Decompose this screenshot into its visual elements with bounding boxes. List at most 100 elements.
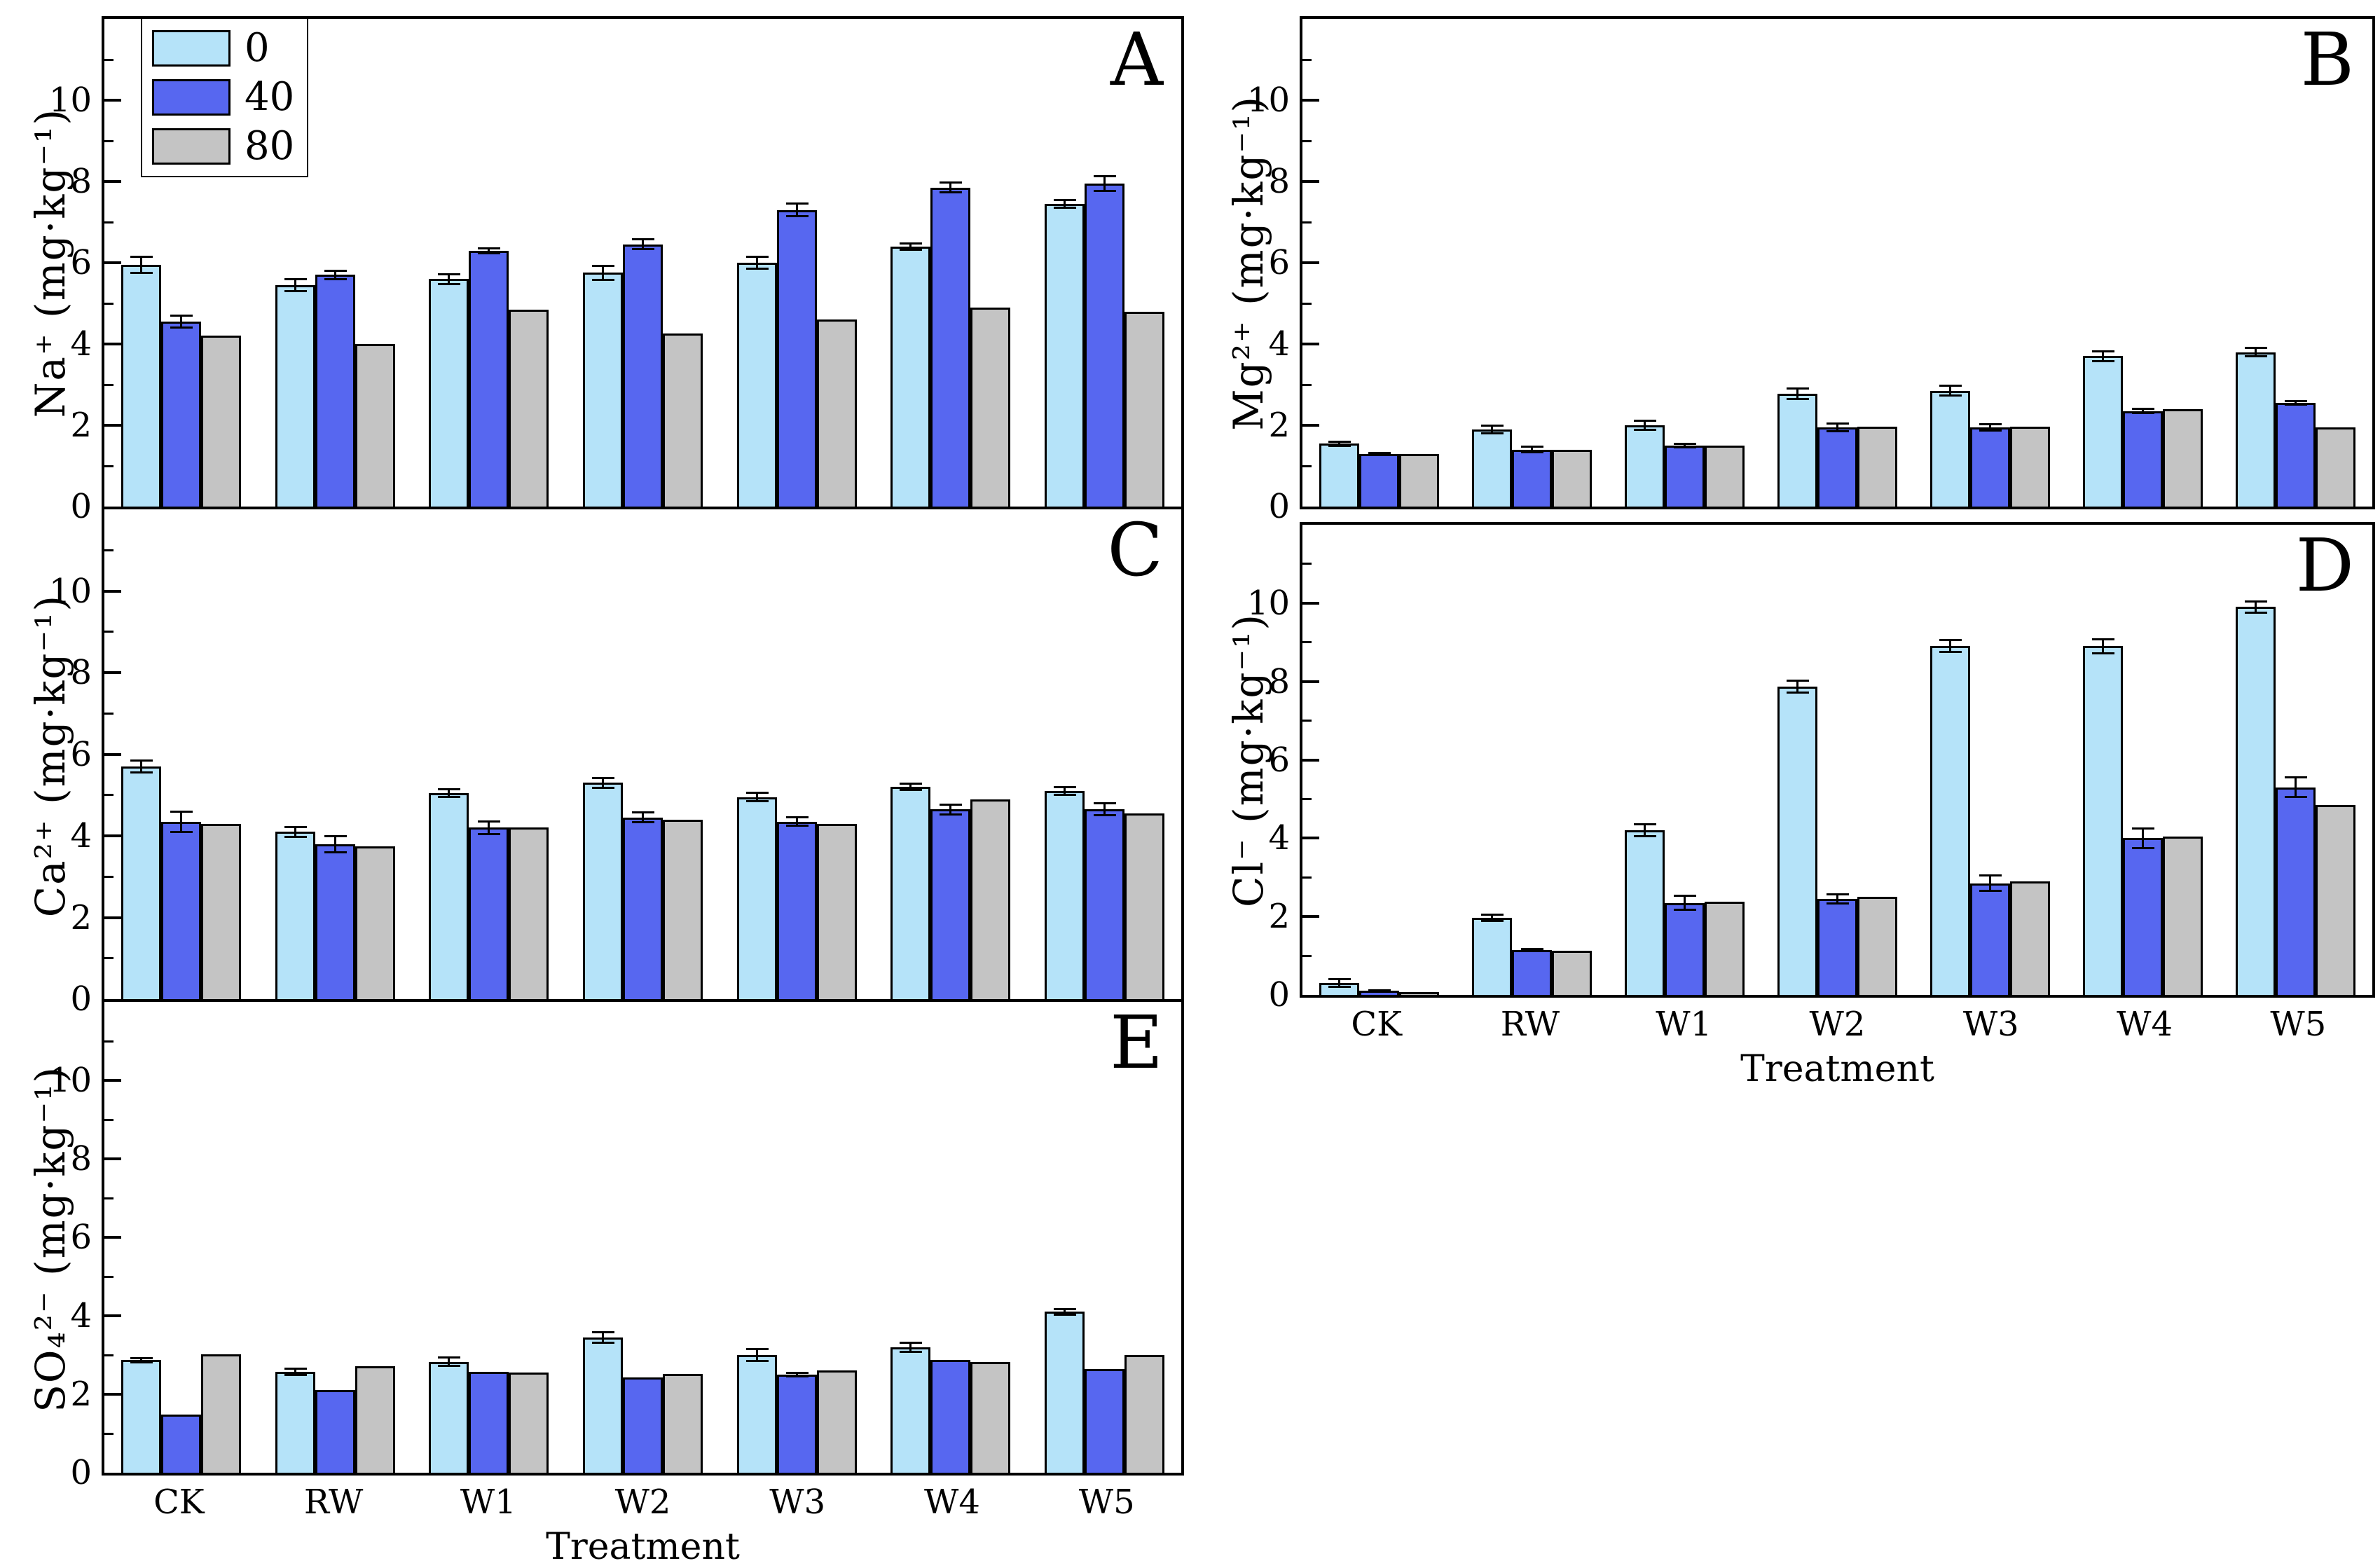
bar-W3-80 [817, 319, 857, 507]
bar-W3-80 [817, 1370, 857, 1473]
error-bar [1338, 441, 1340, 446]
bar-RW-80 [355, 344, 395, 507]
y-tick-label: 0 [70, 487, 92, 526]
error-bar-cap [899, 789, 922, 792]
bar-W5-80 [2316, 427, 2355, 507]
y-tick-label: 0 [70, 979, 92, 1019]
error-bar-cap [939, 181, 962, 184]
bar-W5-80 [1124, 813, 1164, 999]
y-major-tick [104, 834, 121, 837]
y-major-tick [104, 343, 121, 345]
plot-area-mg: B 0 2 4 6 8 10 [1247, 16, 2375, 523]
error-bar-cap [437, 273, 460, 275]
error-bar-cap [2131, 408, 2154, 411]
bar-W4-0 [2083, 356, 2123, 507]
y-tick-label: 10 [1246, 81, 1290, 120]
y-major-tick [104, 589, 121, 593]
bar-W2-40 [1817, 899, 1857, 995]
error-bar-cap [284, 1374, 307, 1377]
error-bar-cap [785, 214, 809, 217]
error-bar-cap [899, 1341, 922, 1344]
y-minor-tick [104, 1275, 114, 1278]
error-bar-cap [785, 824, 809, 827]
error-bar-cap [899, 248, 922, 251]
x-tick-labels-so4: CK RW W1 W2 W3 W4 W5 [102, 1484, 1184, 1523]
y-tick-label: 2 [1268, 406, 1290, 445]
y-minor-tick [104, 875, 114, 878]
bar-W4-40 [930, 188, 970, 507]
x-tick-label-W2: W2 [614, 1483, 671, 1522]
error-bar-cap [1633, 419, 1656, 422]
panel-letter-c: C [1107, 507, 1163, 593]
y-minor-tick [1302, 797, 1312, 800]
bar-W3-40 [1970, 883, 2010, 995]
y-tick-label: 8 [1268, 162, 1290, 201]
legend-item-40: 40 [152, 78, 294, 117]
error-bar [488, 248, 490, 254]
y-tick-label: 4 [1268, 324, 1290, 364]
y-major-tick [104, 261, 121, 264]
plot-area-cl: D 0 2 4 6 8 10 [1247, 522, 2375, 1012]
error-bar-cap [2244, 600, 2267, 603]
bar-W5-80 [1124, 312, 1164, 507]
error-bar-cap [1786, 691, 1809, 694]
error-bar-cap [1939, 639, 1962, 642]
error-bar [1064, 1309, 1066, 1315]
x-tick-label-W3: W3 [769, 1483, 826, 1522]
y-tick-label: 10 [1246, 583, 1290, 623]
y-tick-label: 6 [70, 243, 92, 282]
y-axis-label-text: Cl⁻ (mg·kg⁻¹) [1225, 612, 1272, 907]
y-major-tick [104, 1236, 121, 1239]
error-bar [1491, 914, 1493, 921]
error-bar-cap [939, 813, 962, 816]
y-major-tick [1302, 915, 1319, 919]
legend-swatch-80 [152, 128, 231, 165]
bar-W1-40 [469, 251, 509, 507]
error-bar-cap [745, 268, 769, 270]
error-bar-cap [2284, 776, 2307, 779]
bar-W1-80 [1705, 902, 1745, 995]
legend-item-0: 0 [152, 29, 294, 68]
error-bar-cap [2244, 612, 2267, 614]
error-bar-cap [170, 830, 193, 833]
x-tick-label-CK: CK [153, 1483, 205, 1522]
bar-RW-80 [355, 1366, 395, 1473]
bar-W3-0 [737, 263, 777, 507]
error-bar-cap [2091, 652, 2114, 654]
error-bar-cap [1368, 991, 1391, 993]
y-minor-tick [104, 139, 114, 142]
error-bar [949, 182, 951, 193]
error-bar [1836, 423, 1838, 432]
legend-item-80: 80 [152, 127, 294, 166]
error-bar [1644, 420, 1646, 430]
error-bar-cap [284, 277, 307, 280]
error-bar-cap [1939, 394, 1962, 397]
bar-RW-0 [1472, 918, 1512, 995]
bar-RW-40 [1512, 950, 1552, 995]
bar-W1-40 [1665, 446, 1705, 507]
bar-W3-40 [777, 1375, 817, 1473]
error-bar [2142, 828, 2144, 848]
y-major-tick [104, 671, 121, 674]
error-bar-cap [130, 771, 153, 774]
error-bar-cap [1786, 387, 1809, 390]
bar-W5-80 [2316, 805, 2355, 995]
error-bar-cap [745, 1348, 769, 1351]
error-bar-cap [1520, 948, 1543, 951]
legend-label-80: 80 [245, 123, 295, 169]
legend-swatch-40 [152, 79, 231, 116]
error-bar-cap [1786, 680, 1809, 682]
y-minor-tick [1302, 465, 1312, 467]
error-bar-cap [1673, 446, 1696, 449]
error-bar [909, 1342, 912, 1352]
error-bar-cap [284, 825, 307, 828]
bar-CK-80 [1399, 992, 1439, 995]
error-bar-cap [631, 811, 654, 814]
x-tick-label-W4: W4 [924, 1483, 980, 1522]
error-bar [140, 1358, 142, 1363]
bar-W3-40 [1970, 427, 2010, 507]
bar-W1-80 [509, 310, 549, 507]
y-minor-tick [104, 302, 114, 305]
error-bar [1103, 176, 1106, 191]
y-major-tick [104, 916, 121, 919]
